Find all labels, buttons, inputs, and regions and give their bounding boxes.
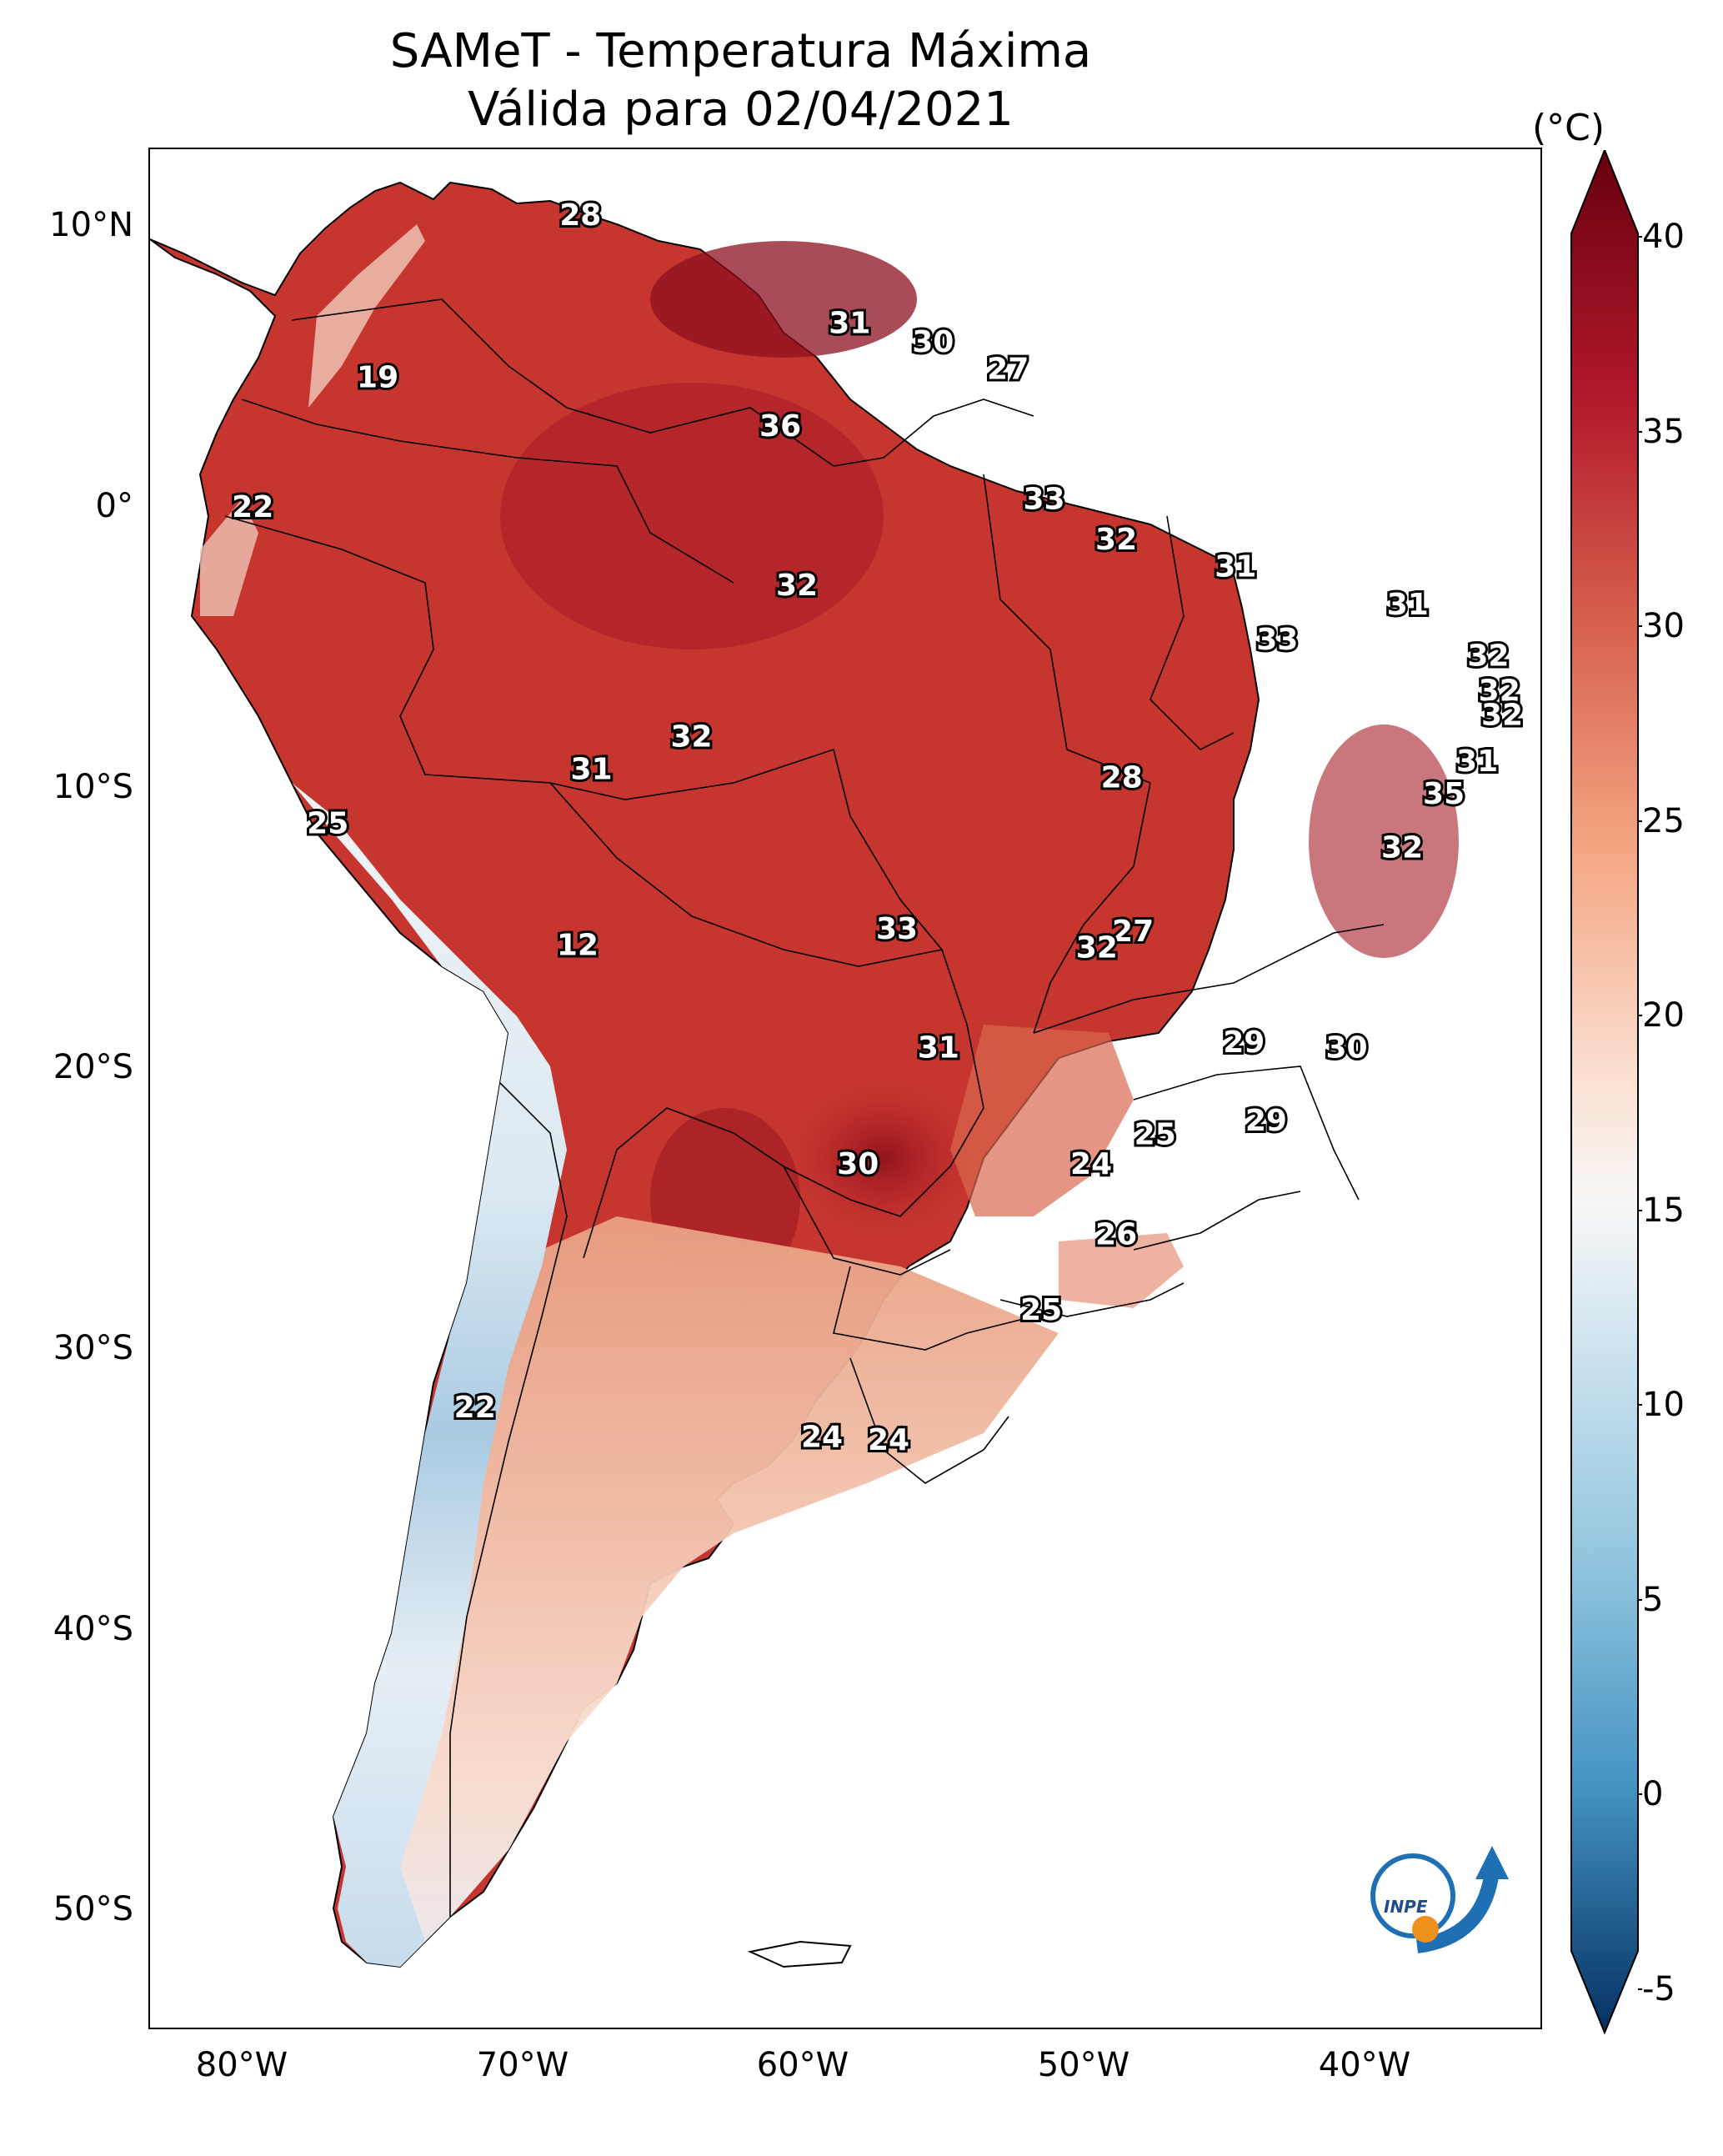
colorbar-tick-30: 30 [1642,607,1685,645]
temperature-label: 33 [1023,482,1064,516]
colorbar-gradient [1570,150,1639,2034]
temperature-label: 33 [1256,623,1298,657]
lon-label-70W: 70°W [476,2046,569,2084]
colorbar-tick-25: 25 [1642,802,1685,840]
mild-sao-paulo [1059,1233,1184,1308]
lat-label-0: 0° [95,487,133,525]
temperature-label: 29 [1245,1104,1287,1138]
temperature-label: 24 [801,1421,843,1455]
temperature-label: 31 [918,1031,959,1065]
colorbar-tick-5: 5 [1642,1581,1664,1619]
map-panel: 28 19 31 30 27 36 22 33 32 31 32 31 33 32 32 32 32 31 31 28… [148,148,1542,2029]
temperature-label: 24 [1070,1147,1112,1181]
temperature-label: 33 [876,912,918,946]
temperature-label: 12 [557,928,599,962]
lat-label-30S: 30°S [53,1329,133,1367]
country-borders [224,298,1385,1917]
temperature-label: 26 [1095,1217,1137,1251]
temperature-label: 28 [559,198,601,233]
southern-cone [350,1216,1059,1967]
hotspot-central [792,1083,975,1233]
colorbar-tick-minus5: -5 [1642,1970,1675,2008]
temperature-label: 29 [1223,1025,1265,1060]
inpe-logo: INPE [1370,1846,1509,1953]
colorbar [1570,150,1642,2034]
colorbar-tick-20: 20 [1642,996,1685,1035]
colorbar-tick-40: 40 [1642,218,1685,256]
mild-southeast [950,1025,1134,1216]
temperature-label: 19 [357,360,398,394]
colorbar-unit: (°C) [1532,107,1605,149]
temperature-label: 30 [837,1147,879,1181]
temperature-label: 28 [1101,760,1143,795]
temperature-label: 24 [868,1423,909,1457]
temperature-label: 35 [1423,777,1465,811]
temperature-label: 32 [1479,674,1520,709]
lat-label-10N: 10°N [49,206,133,244]
falkland-islands [747,1940,852,1968]
ecuador-andes [200,499,258,616]
lat-label-10S: 10°S [53,768,133,806]
temperature-label: 31 [829,307,870,341]
andes-cold-strip [292,783,567,1967]
colorbar-tick-10: 10 [1642,1386,1685,1424]
temperature-label: 36 [759,409,801,444]
temperature-label: 31 [1387,588,1429,622]
temperature-label: 32 [1467,639,1509,673]
temperature-label: 27 [1112,915,1154,949]
temperature-label: 25 [307,807,348,841]
northern-andes [308,224,425,408]
colorbar-tick-35: 35 [1642,413,1685,451]
temperature-label: 32 [776,569,818,603]
temperature-label: 31 [1215,549,1256,584]
temperature-label: 31 [1456,745,1498,779]
lon-label-80W: 80°W [195,2046,288,2084]
lat-label-40S: 40°S [53,1610,133,1648]
hotspot-amazon [500,383,884,649]
temperature-label: 22 [454,1391,496,1425]
temperature-label: 32 [1076,931,1118,965]
temperature-label: 30 [912,325,954,359]
temperature-label: 27 [987,353,1029,387]
temperature-label: 32 [1381,831,1423,865]
map-title: SAMeT - Temperatura Máxima [389,24,1092,78]
lon-label-50W: 50°W [1037,2046,1130,2084]
inpe-logo-text: INPE [1384,1897,1428,1917]
hotspot-northeast [1309,725,1459,958]
temperature-label: 32 [670,720,712,755]
lon-label-40W: 40°W [1318,2046,1411,2084]
hotspot-venezuela [650,241,917,358]
lat-label-50S: 50°S [53,1890,133,1928]
colorbar-tick-0: 0 [1642,1775,1664,1813]
temperature-label: 22 [232,490,273,524]
temperature-label: 25 [1134,1117,1176,1151]
temperature-label: 32 [1481,699,1523,733]
temperature-label: 32 [1095,523,1137,557]
temperature-label: 30 [1325,1031,1367,1065]
colorbar-tick-15: 15 [1642,1191,1685,1230]
temperature-label: 31 [571,753,613,787]
temperature-label: 25 [1020,1293,1062,1327]
map-subtitle: Válida para 02/04/2021 [468,83,1014,137]
lon-label-60W: 60°W [756,2046,849,2084]
lat-label-20S: 20°S [53,1048,133,1086]
